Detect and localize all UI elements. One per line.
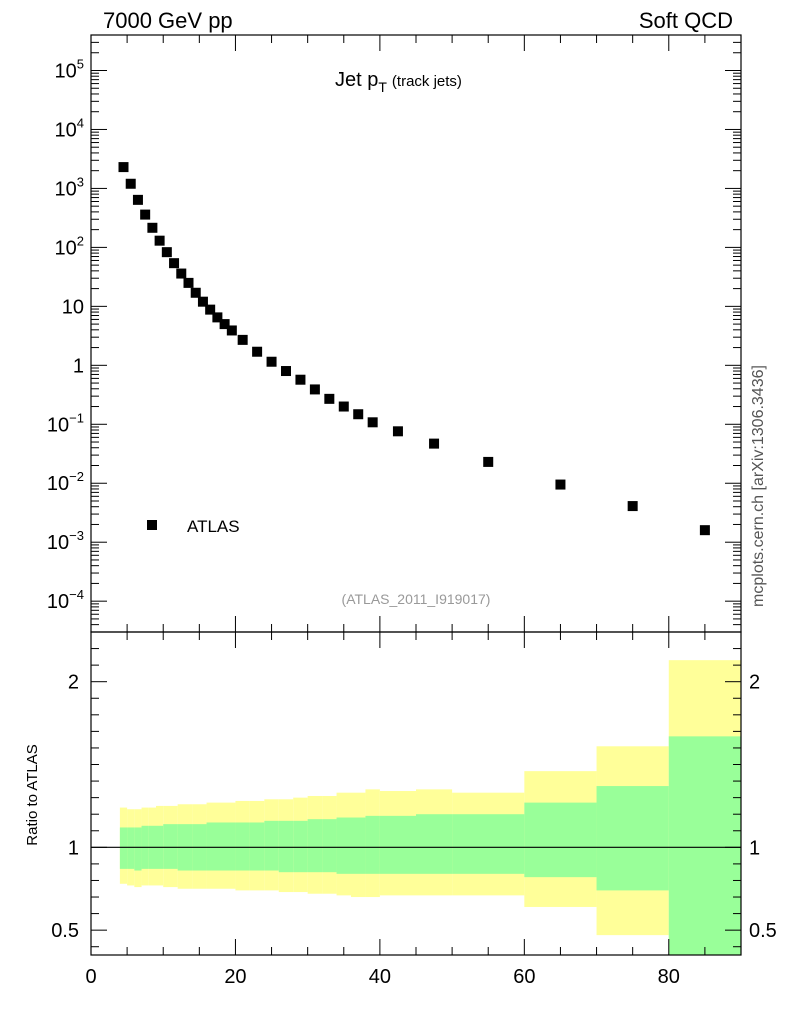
ratio-stat-band xyxy=(119,827,128,869)
ratio-stat-band xyxy=(365,815,380,874)
x-tick-label: 40 xyxy=(369,966,391,988)
header-category-label: Soft QCD xyxy=(639,8,733,33)
watermark-label: mcplots.cern.ch [arXiv:1306.3436] xyxy=(750,365,767,607)
data-point xyxy=(281,366,291,377)
legend-label: ATLAS xyxy=(187,517,240,536)
ratio-stat-band xyxy=(235,822,250,871)
ratio-stat-band xyxy=(127,827,135,869)
data-point xyxy=(353,409,364,420)
ratio-stat-band xyxy=(379,815,416,874)
data-point xyxy=(392,426,403,437)
ratio-stat-band xyxy=(278,820,294,873)
data-point xyxy=(205,304,216,315)
data-point xyxy=(237,334,248,345)
data-point xyxy=(118,162,129,173)
data-point xyxy=(132,194,143,205)
data-point xyxy=(627,501,638,512)
data-point xyxy=(309,384,320,395)
data-point xyxy=(190,287,201,298)
ratio-stat-band xyxy=(524,802,597,878)
plot-title-extra: (track jets) xyxy=(392,73,462,90)
data-point xyxy=(483,456,494,467)
ratio-y-tick-label: 2 xyxy=(68,672,79,694)
ratio-y-tick-label-right: 1 xyxy=(749,837,760,859)
ratio-stat-band xyxy=(221,822,236,871)
data-point xyxy=(295,374,306,385)
ratio-stat-band xyxy=(452,814,525,874)
ratio-y-tick-label-right: 0.5 xyxy=(749,920,777,942)
data-point xyxy=(197,296,208,307)
ratio-stat-band xyxy=(264,820,279,871)
ratio-stat-band xyxy=(596,786,669,891)
data-point xyxy=(183,277,194,288)
ratio-stat-band xyxy=(322,819,337,873)
data-point xyxy=(154,235,165,246)
main-y-tick-label: 10−1 xyxy=(47,410,84,436)
ratio-stat-band xyxy=(668,736,741,955)
data-point xyxy=(699,525,710,536)
header-energy-label: 7000 GeV pp xyxy=(103,8,233,33)
analysis-id-label: (ATLAS_2011_I919017) xyxy=(342,591,491,607)
data-point xyxy=(161,247,172,258)
ratio-y-tick-label-right: 2 xyxy=(749,672,760,694)
data-point xyxy=(212,312,223,323)
ratio-stat-band xyxy=(416,814,453,874)
data-point xyxy=(555,479,566,490)
plot-title-main: Jet p xyxy=(335,69,378,91)
main-y-tick-label: 10−3 xyxy=(47,528,84,554)
ratio-stat-band xyxy=(249,822,265,871)
main-y-tick-label: 1 xyxy=(73,355,84,377)
data-point xyxy=(429,438,440,449)
data-point xyxy=(252,346,263,357)
x-tick-label: 60 xyxy=(513,966,535,988)
main-y-tick-label: 10 xyxy=(62,296,84,318)
x-tick-label: 0 xyxy=(85,966,96,988)
main-y-tick-label: 104 xyxy=(55,115,84,141)
data-point xyxy=(367,417,378,428)
ratio-stat-band xyxy=(163,824,178,869)
main-y-tick-label: 10−2 xyxy=(47,469,84,495)
data-point xyxy=(140,209,151,220)
data-point xyxy=(169,258,180,269)
ratio-stat-band xyxy=(206,822,221,871)
plot-title: Jet pT (track jets) xyxy=(335,69,462,95)
main-frame xyxy=(90,34,742,633)
data-point xyxy=(338,401,349,412)
x-tick-label: 20 xyxy=(224,966,246,988)
x-tick-label: 80 xyxy=(658,966,680,988)
ratio-panel: 0 20 40 60 80 0.5 0.5 1 1 2 2 xyxy=(51,631,777,988)
legend-marker xyxy=(147,520,157,530)
data-point xyxy=(226,325,237,336)
data-point xyxy=(266,356,277,367)
ratio-y-tick-label: 1 xyxy=(68,837,79,859)
ratio-stat-band xyxy=(134,827,142,871)
data-point xyxy=(324,393,335,404)
plot-title-sub: T xyxy=(378,79,387,95)
ratio-y-tick-label: 0.5 xyxy=(51,920,79,942)
main-y-tick-label: 103 xyxy=(55,174,84,200)
ratio-stat-band xyxy=(293,820,308,873)
ratio-ylabel: Ratio to ATLAS xyxy=(24,744,41,845)
data-point xyxy=(147,222,158,233)
main-y-tick-label: 10−4 xyxy=(47,587,84,613)
data-point xyxy=(125,178,136,189)
main-y-tick-label: 105 xyxy=(55,56,84,82)
main-y-tick-label: 102 xyxy=(55,233,84,259)
ratio-stat-band xyxy=(351,817,366,874)
data-point xyxy=(219,319,230,330)
data-point xyxy=(176,268,187,279)
ratio-stat-band xyxy=(307,819,323,873)
ratio-stat-band xyxy=(336,817,351,874)
